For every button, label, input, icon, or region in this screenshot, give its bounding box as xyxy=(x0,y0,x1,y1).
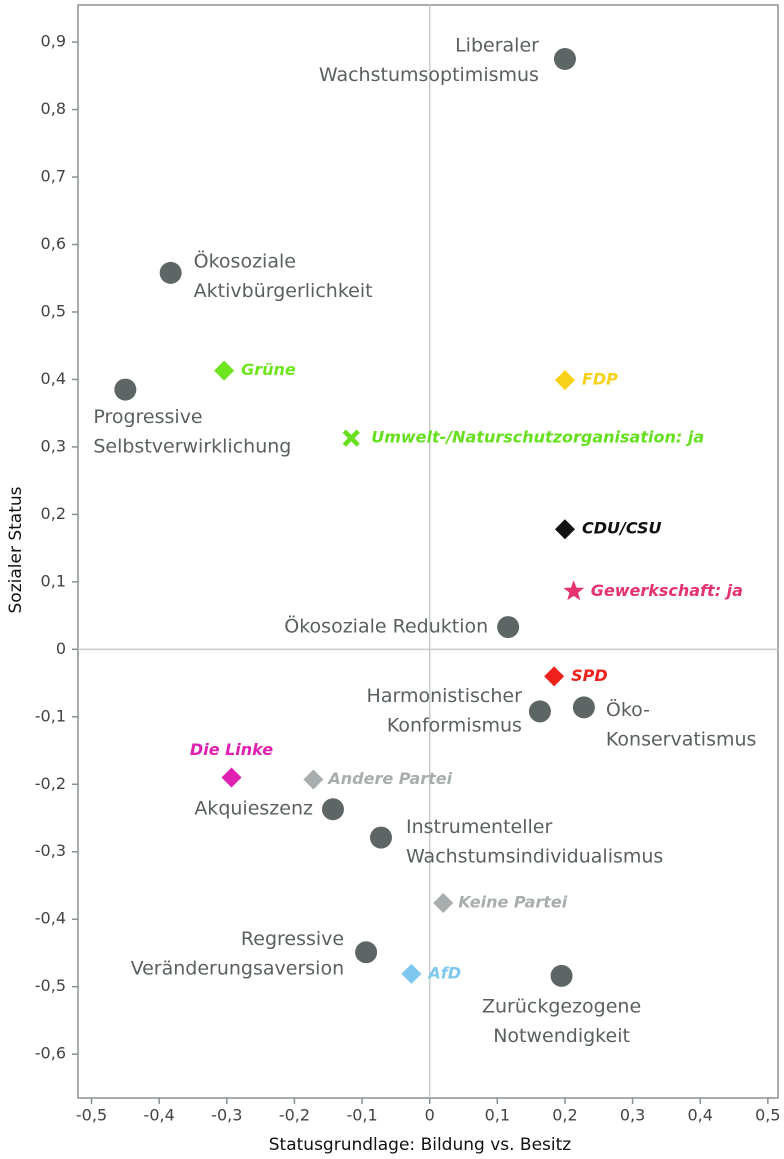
x-tick-label: -0,3 xyxy=(211,1106,242,1125)
party-marker xyxy=(554,519,575,540)
party-marker xyxy=(401,963,422,984)
party-label: Die Linke xyxy=(190,740,273,759)
party-label: Andere Partei xyxy=(326,769,452,788)
x-tick-label: 0 xyxy=(425,1106,435,1125)
party-marker xyxy=(221,767,242,788)
y-tick-label: -0,3 xyxy=(35,841,66,860)
y-tick-label: 0,1 xyxy=(41,571,66,590)
x-tick-label: -0,5 xyxy=(76,1106,107,1125)
y-tick-label: 0,6 xyxy=(41,234,66,253)
milieu-label: Progressive xyxy=(93,406,202,428)
y-tick-label: 0,7 xyxy=(41,167,66,186)
milieu-label: Akquieszenz xyxy=(194,798,313,820)
party-label: CDU/CSU xyxy=(582,519,662,538)
party-label: Grüne xyxy=(241,360,296,379)
x-tick-label: 0,2 xyxy=(552,1106,577,1125)
party-marker xyxy=(554,370,575,391)
plot-frame xyxy=(77,4,779,1099)
party-label: Umwelt-/Naturschutzorganisation: ja xyxy=(371,428,704,447)
milieu-label: Aktivbürgerlichkeit xyxy=(194,280,373,302)
milieu-label: Zurückgezogene xyxy=(482,995,641,1017)
party-label: SPD xyxy=(571,666,608,685)
y-tick-label: -0,6 xyxy=(35,1044,66,1063)
x-tick-label: -0,4 xyxy=(144,1106,175,1125)
y-tick-label: -0,2 xyxy=(35,774,66,793)
milieu-label: Konformismus xyxy=(387,714,522,736)
milieu-label: Ökosoziale xyxy=(194,249,296,272)
milieu-point xyxy=(321,798,344,821)
milieu-label: Veränderungsaversion xyxy=(131,957,345,979)
milieu-point xyxy=(550,964,573,987)
milieu-label: Liberaler xyxy=(455,34,539,56)
star-marker xyxy=(563,580,585,601)
party-marker xyxy=(433,893,454,914)
milieu-point xyxy=(114,378,137,401)
cross-marker xyxy=(342,429,360,447)
milieu-point xyxy=(355,941,378,964)
y-tick-label: 0,9 xyxy=(41,32,66,51)
milieu-label: Harmonistischer xyxy=(367,685,523,707)
y-tick-label: 0,2 xyxy=(41,504,66,523)
x-tick-label: -0,2 xyxy=(279,1106,310,1125)
party-label: Keine Partei xyxy=(458,893,568,912)
party-label: AfD xyxy=(426,963,461,982)
milieu-label: Öko- xyxy=(606,698,650,721)
milieu-point xyxy=(159,261,182,284)
milieu-label: Ökosoziale Reduktion xyxy=(284,615,488,638)
party-label: Gewerkschaft: ja xyxy=(591,581,743,600)
y-tick-label: 0,3 xyxy=(41,436,66,455)
y-tick-label: 0 xyxy=(56,639,66,658)
party-label: FDP xyxy=(582,370,618,389)
y-tick-label: -0,4 xyxy=(35,909,66,928)
party-marker xyxy=(303,769,324,790)
y-tick-label: 0,4 xyxy=(41,369,66,388)
milieu-point xyxy=(553,47,576,70)
milieu-point xyxy=(572,696,595,719)
x-tick-label: 0,5 xyxy=(755,1106,780,1125)
y-tick-label: 0,5 xyxy=(41,301,66,320)
x-tick-label: 0,1 xyxy=(485,1106,510,1125)
y-tick-label: -0,1 xyxy=(35,706,66,725)
milieu-point xyxy=(497,616,520,639)
milieu-point xyxy=(528,700,551,723)
milieu-label: Konservatismus xyxy=(606,728,757,750)
x-tick-label: 0,4 xyxy=(687,1106,712,1125)
milieu-point xyxy=(369,826,392,849)
y-tick-label: -0,5 xyxy=(35,976,66,995)
milieu-label: Regressive xyxy=(241,928,344,950)
x-tick-label: 0,3 xyxy=(620,1106,645,1125)
milieu-label: Selbstverwirklichung xyxy=(93,436,291,458)
milieu-label: Notwendigkeit xyxy=(493,1025,630,1047)
milieu-label: Instrumenteller xyxy=(406,816,552,838)
x-tick-label: -0,1 xyxy=(346,1106,377,1125)
party-marker xyxy=(214,360,235,381)
milieu-label: Wachstumsindividualismus xyxy=(406,846,663,868)
milieu-label: Wachstumsoptimismus xyxy=(319,64,539,86)
party-marker xyxy=(544,666,565,687)
y-tick-label: 0,8 xyxy=(41,99,66,118)
x-axis-title: Statusgrundlage: Bildung vs. Besitz xyxy=(269,1135,572,1155)
y-axis-title: Sozialer Status xyxy=(6,486,26,613)
